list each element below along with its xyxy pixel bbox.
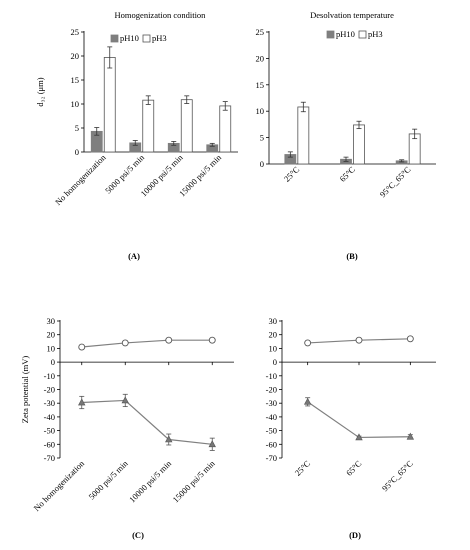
panel-d-y-tick-label: -40: [266, 412, 277, 422]
panel-c-point-triangle: [165, 435, 173, 443]
panel-d-point-circle: [355, 336, 363, 344]
panel-b-bar-ph3: [297, 106, 310, 165]
panel-b-y-tick-label: 0: [260, 159, 264, 169]
panel-b-x-tick-label: 65°C: [337, 164, 357, 184]
panel-a-bar-ph3: [219, 105, 232, 153]
panel-c-point-triangle: [121, 396, 129, 404]
panel-a-y-tick-label: 20: [71, 51, 80, 61]
panel-c-point-circle: [208, 336, 216, 344]
panel-d-y-tick-label: 30: [269, 316, 278, 326]
panel-b-y-tick-label: 20: [256, 53, 265, 63]
panel-b-y-tick-label: 25: [256, 27, 265, 37]
panel-a-y-tick-label: 5: [75, 123, 79, 133]
panel-c-x-tick-label: 10000 psi/5 min: [127, 458, 174, 505]
panel-b-legend-label: pH10: [336, 29, 355, 39]
panel-b-error-bar: [356, 120, 362, 130]
panel-c-point-circle: [78, 343, 86, 351]
panel-d-x-tick-label: 25°C: [293, 458, 313, 478]
panel-d-point-triangle: [303, 397, 312, 405]
panel-b-y-tick-label: 15: [256, 80, 265, 90]
panel-c-panel-label: (C): [132, 530, 144, 540]
panel-b-legend-label: pH3: [368, 29, 383, 39]
panel-d-point-triangle: [406, 432, 415, 440]
panel-c-y-tick-label: -60: [44, 439, 55, 449]
panel-b-x-tick-label: 95°C_65°C: [378, 164, 413, 199]
panel-c-y-tick-label: -20: [44, 385, 55, 395]
panel-c-x-tick-label: 5000 psi/5 min: [87, 458, 131, 502]
panel-a-legend-label: pH3: [152, 33, 167, 43]
panel-b-bar-ph3: [353, 124, 365, 165]
panel-b-legend-swatch-ph10: [326, 30, 335, 39]
panel-a-bar-ph3: [142, 99, 155, 153]
panel-d-y-tick-label: 20: [269, 330, 278, 340]
panel-d-x-tick-label: 65°C: [344, 458, 364, 478]
panel-b-error-bar: [412, 128, 418, 140]
panel-d-y-tick-label: 10: [269, 343, 278, 353]
panel-c-y-tick-label: -50: [44, 426, 55, 436]
panel-a-title: Homogenization condition: [115, 10, 207, 20]
panel-a-y-tick-label: 10: [71, 99, 80, 109]
panel-a-error-bar: [209, 142, 215, 147]
panel-d-y-tick-label: -60: [266, 439, 277, 449]
panel-a-y-tick-label: 25: [71, 27, 80, 37]
panel-c-y-tick-label: -10: [44, 371, 55, 381]
panel-c-y-tick-label: 20: [47, 330, 56, 340]
panel-d-point-triangle: [355, 433, 363, 441]
panel-c-y-tick-label: 30: [47, 316, 56, 326]
panel-c-point-triangle: [208, 440, 216, 448]
panel-a-y-tick-label: 15: [71, 75, 80, 85]
panel-d-y-tick-label: -70: [266, 453, 277, 463]
panel-d-y-tick-label: -30: [266, 398, 277, 408]
panel-c-series-line-triangle: [81, 399, 213, 445]
panel-d-y-tick-label: 0: [273, 357, 277, 367]
panel-a-legend-swatch-ph3: [142, 34, 151, 43]
panel-a-x-tick-label: No homogenization: [53, 152, 108, 207]
panel-d-y-tick-label: -50: [266, 426, 277, 436]
panel-b-legend-swatch-ph3: [358, 30, 367, 39]
panel-b-error-bar: [343, 156, 349, 162]
panel-c-y-tick-label: -40: [44, 412, 55, 422]
panel-a-error-bar: [145, 95, 151, 105]
panel-d-series-line-triangle: [307, 401, 411, 439]
panel-b-title: Desolvation temperature: [310, 10, 394, 20]
panel-b-error-bar: [300, 101, 306, 113]
panel-c-y-tick-label: 0: [51, 357, 55, 367]
panel-a-error-bar: [132, 140, 138, 146]
panel-a-y-axis-title: d₃₂ (μm): [35, 77, 45, 106]
panel-c-y-tick-label: 10: [47, 343, 56, 353]
panel-a-bar-ph3: [180, 99, 193, 153]
panel-b-error-bar: [287, 151, 293, 158]
panel-c-x-tick-label: 15000 psi/5 min: [171, 458, 218, 505]
panel-a-error-bar: [222, 101, 228, 111]
panel-a-bar-ph3: [103, 57, 116, 153]
panel-a-error-bar: [94, 127, 100, 136]
panel-c-y-axis-title: Zeta potential (mV): [20, 356, 30, 424]
panel-b-y-tick-label: 10: [256, 106, 265, 116]
panel-c-point-circle: [165, 336, 173, 344]
panel-c-y-tick-label: -30: [44, 398, 55, 408]
panel-a-error-bar: [107, 46, 113, 69]
panel-c-y-tick-label: -70: [44, 453, 55, 463]
panel-d-panel-label: (D): [349, 530, 361, 540]
panel-b-y-tick-label: 5: [260, 133, 264, 143]
panel-d-x-tick-label: 95°C_65°C: [380, 458, 415, 493]
panel-c-point-triangle: [78, 398, 86, 406]
panel-a-error-bar: [184, 95, 190, 104]
panel-a-panel-label: (A): [128, 251, 140, 261]
panel-d-y-tick-label: -10: [266, 371, 277, 381]
panel-a-error-bar: [171, 141, 177, 146]
panel-c-point-circle: [121, 339, 129, 347]
panel-d-point-circle: [304, 339, 312, 347]
panel-c-x-tick-label: No homogenization: [32, 458, 87, 513]
panel-d-y-tick-label: -20: [266, 385, 277, 395]
panel-b-panel-label: (B): [346, 251, 358, 261]
panel-c-series-line-circle: [81, 339, 213, 348]
panel-b-x-tick-label: 25°C: [282, 164, 302, 184]
panel-a-legend-label: pH10: [120, 33, 139, 43]
panel-a-legend-swatch-ph10: [110, 34, 119, 43]
panel-d-point-circle: [406, 335, 414, 343]
panel-a-y-tick-label: 0: [75, 147, 79, 157]
panel-b-error-bar: [399, 159, 405, 163]
